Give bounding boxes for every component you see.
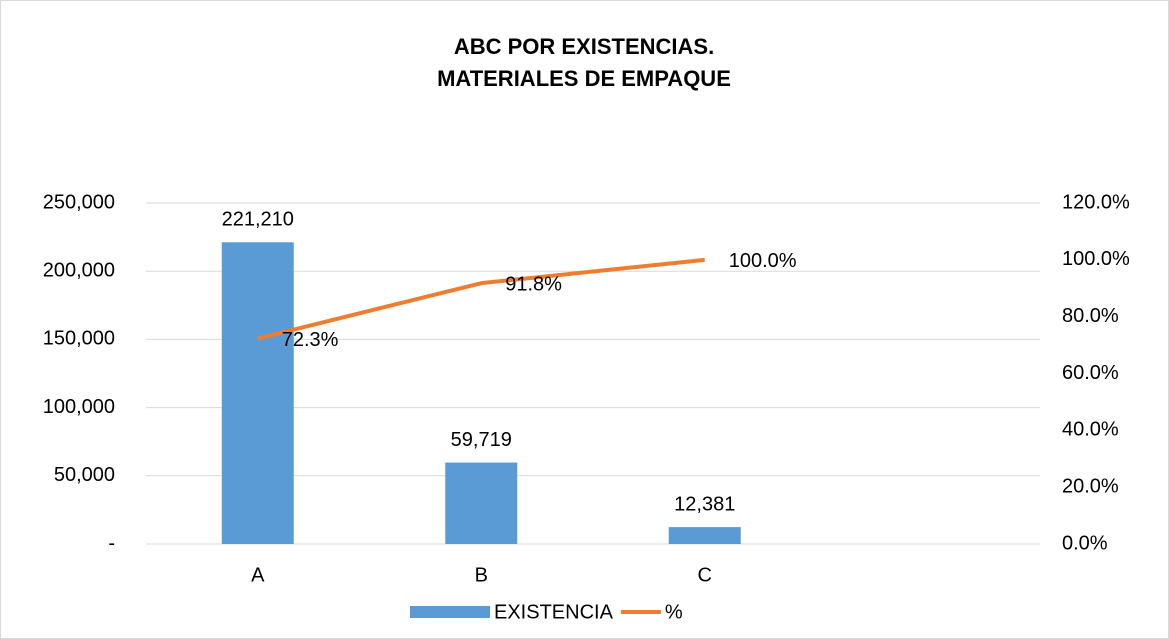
y-tick-label: -	[108, 532, 115, 554]
y2-tick-label: 120.0%	[1062, 191, 1130, 213]
y2-tick-label: 40.0%	[1062, 419, 1119, 441]
legend-swatch	[410, 606, 490, 618]
data-label: 100.0%	[729, 250, 797, 272]
x-tick-label: C	[698, 564, 712, 586]
data-label: 72.3%	[282, 329, 339, 351]
data-label: 91.8%	[505, 273, 562, 295]
bar	[668, 527, 741, 544]
data-label: 12,381	[674, 493, 735, 515]
y-tick-label: 150,000	[43, 328, 115, 350]
x-tick-label: A	[251, 564, 265, 586]
line	[257, 257, 705, 341]
legend-label: %	[665, 601, 683, 623]
bar	[445, 462, 518, 544]
x-tick-label: B	[475, 564, 488, 586]
y2-tick-label: 20.0%	[1062, 475, 1119, 497]
y2-tick-label: 80.0%	[1062, 305, 1119, 327]
chart-subtitle: MATERIALES DE EMPAQUE	[437, 66, 731, 91]
chart-title: ABC POR EXISTENCIAS.	[454, 34, 714, 59]
legend-label: EXISTENCIA	[494, 601, 614, 623]
y-tick-label: 50,000	[54, 464, 115, 486]
data-label: 221,210	[222, 209, 294, 231]
y2-tick-label: 60.0%	[1062, 362, 1119, 384]
y2-tick-label: 100.0%	[1062, 248, 1130, 270]
y2-tick-label: 0.0%	[1062, 532, 1108, 554]
y-tick-label: 200,000	[43, 259, 115, 281]
y-tick-label: 250,000	[43, 191, 115, 213]
bar	[221, 242, 294, 544]
y-tick-label: 100,000	[43, 396, 115, 418]
data-label: 59,719	[451, 429, 512, 451]
